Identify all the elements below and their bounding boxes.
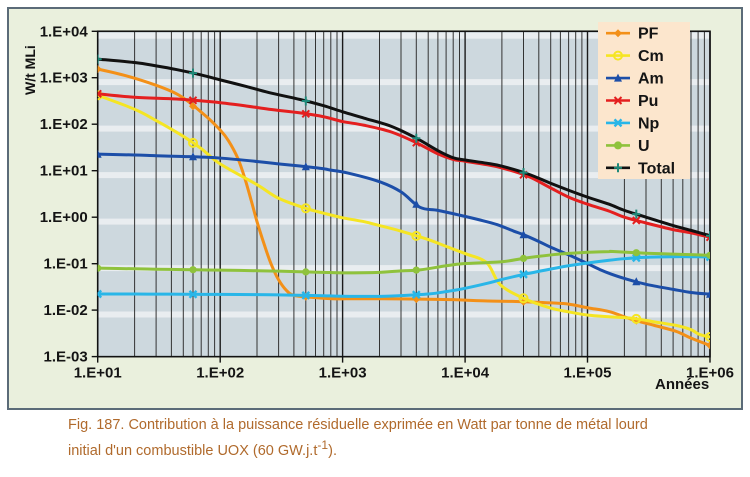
svg-text:Cm: Cm	[638, 48, 664, 65]
svg-text:1.E+05: 1.E+05	[564, 365, 612, 382]
svg-text:1.E+00: 1.E+00	[40, 209, 88, 226]
svg-text:1.E+04: 1.E+04	[40, 23, 89, 40]
svg-text:1.E+01: 1.E+01	[74, 365, 122, 382]
svg-text:1.E-03: 1.E-03	[43, 349, 87, 366]
svg-text:1.E+03: 1.E+03	[319, 365, 367, 382]
svg-text:Am: Am	[638, 71, 664, 88]
svg-text:1.E-02: 1.E-02	[43, 302, 87, 319]
svg-text:Pu: Pu	[638, 93, 658, 110]
svg-text:1.E+04: 1.E+04	[441, 365, 490, 382]
svg-text:PF: PF	[638, 26, 659, 43]
svg-text:1.E+01: 1.E+01	[40, 163, 88, 180]
svg-text:Np: Np	[638, 115, 660, 132]
svg-text:1.E+02: 1.E+02	[40, 116, 88, 133]
svg-text:1.E+03: 1.E+03	[40, 70, 88, 87]
svg-text:Total: Total	[638, 160, 675, 177]
svg-text:1.E+02: 1.E+02	[196, 365, 244, 382]
svg-text:U: U	[638, 138, 650, 155]
svg-text:1.E-01: 1.E-01	[43, 256, 87, 273]
